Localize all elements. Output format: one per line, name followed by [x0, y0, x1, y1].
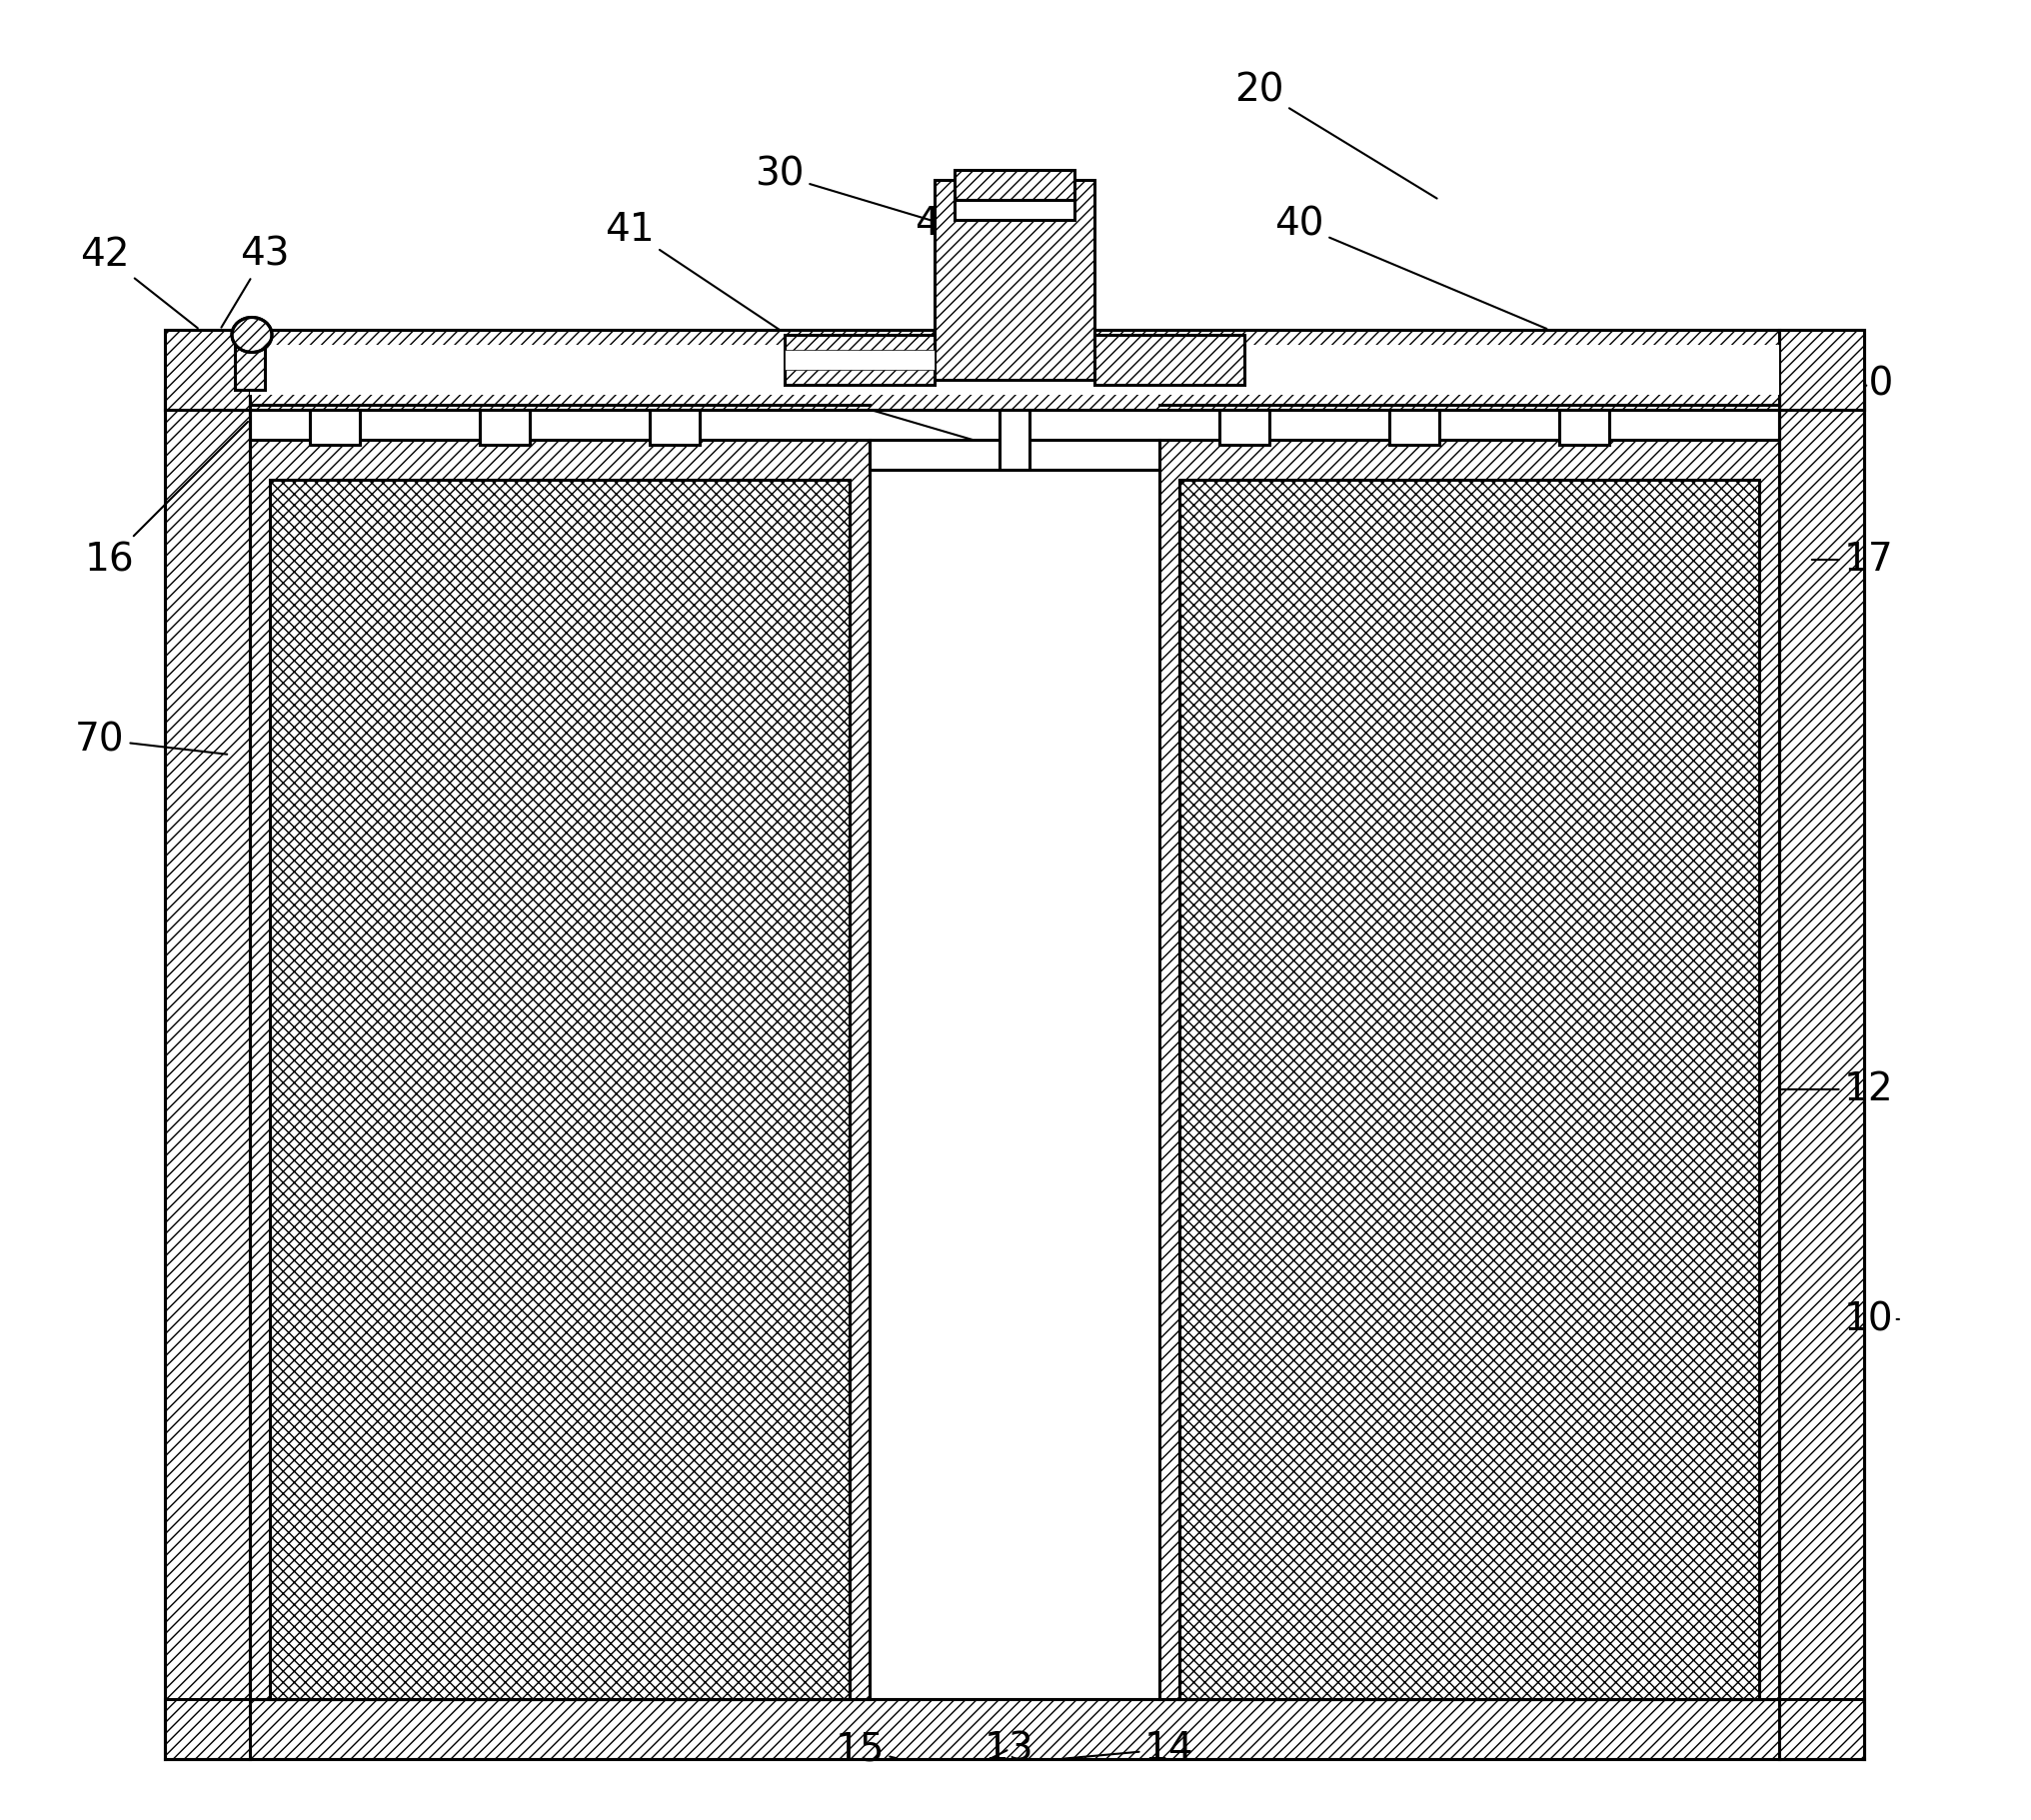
- Ellipse shape: [232, 317, 272, 353]
- FancyBboxPatch shape: [784, 335, 934, 384]
- Text: 13: 13: [985, 1731, 1034, 1767]
- FancyBboxPatch shape: [165, 389, 250, 1760]
- FancyBboxPatch shape: [250, 440, 869, 1700]
- FancyBboxPatch shape: [270, 480, 849, 1700]
- FancyBboxPatch shape: [955, 200, 1074, 220]
- FancyBboxPatch shape: [250, 329, 1779, 410]
- FancyBboxPatch shape: [1095, 335, 1243, 384]
- FancyBboxPatch shape: [309, 410, 359, 444]
- FancyBboxPatch shape: [165, 329, 1862, 410]
- FancyBboxPatch shape: [479, 410, 530, 444]
- FancyBboxPatch shape: [784, 349, 934, 369]
- FancyBboxPatch shape: [1779, 329, 1862, 410]
- Text: 50: 50: [1844, 366, 1893, 404]
- FancyBboxPatch shape: [1779, 389, 1862, 1760]
- FancyBboxPatch shape: [650, 410, 699, 444]
- Text: 10: 10: [1844, 1299, 1899, 1338]
- FancyBboxPatch shape: [934, 180, 1095, 380]
- Text: 42: 42: [79, 237, 197, 328]
- Text: 20: 20: [1235, 71, 1436, 198]
- Text: 30: 30: [754, 157, 977, 235]
- FancyBboxPatch shape: [165, 329, 250, 410]
- Text: 40: 40: [1273, 206, 1546, 329]
- FancyBboxPatch shape: [999, 410, 1030, 470]
- FancyBboxPatch shape: [1160, 440, 1779, 1700]
- FancyBboxPatch shape: [1219, 410, 1269, 444]
- FancyBboxPatch shape: [955, 169, 1074, 200]
- Polygon shape: [236, 335, 264, 389]
- FancyBboxPatch shape: [165, 1700, 1862, 1760]
- Text: 43: 43: [221, 237, 290, 328]
- FancyBboxPatch shape: [1558, 410, 1609, 444]
- FancyBboxPatch shape: [1389, 410, 1438, 444]
- Text: 46: 46: [914, 206, 1117, 353]
- FancyBboxPatch shape: [250, 344, 1779, 395]
- Text: 70: 70: [75, 721, 227, 759]
- Text: 14: 14: [1062, 1731, 1194, 1767]
- Text: 41: 41: [605, 211, 806, 348]
- Text: 12: 12: [1781, 1070, 1893, 1108]
- FancyBboxPatch shape: [869, 440, 1160, 470]
- Text: 15: 15: [835, 1731, 896, 1767]
- Text: 17: 17: [1812, 541, 1893, 579]
- Text: 60: 60: [794, 375, 987, 444]
- FancyBboxPatch shape: [1178, 480, 1759, 1700]
- Text: 16: 16: [85, 422, 248, 579]
